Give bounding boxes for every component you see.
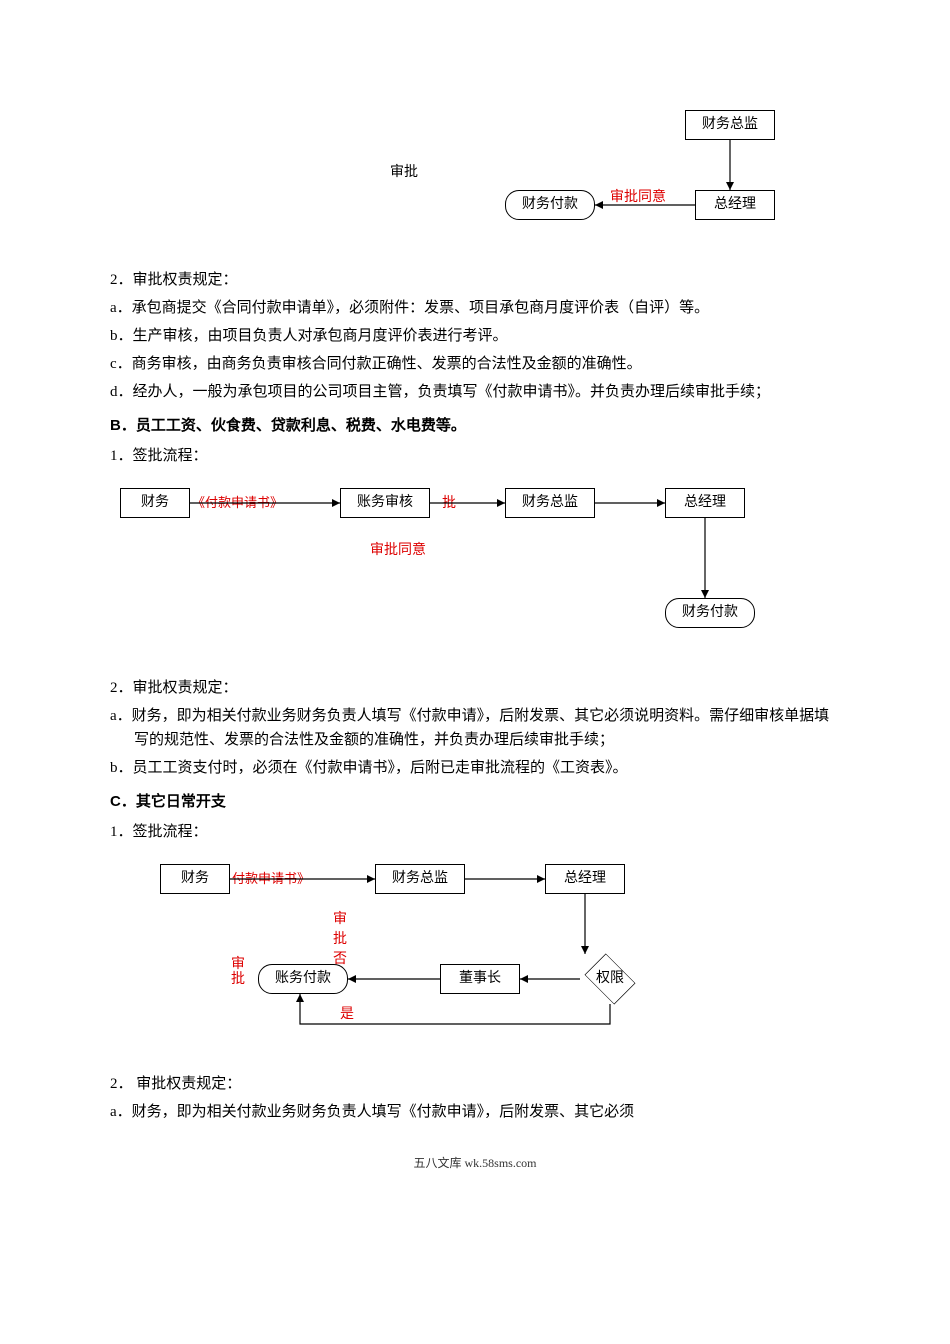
a-item-d: d．经办人，一般为承包项目的公司项目主管，负责填写《付款申请书》。并负责办理后续… xyxy=(110,380,840,404)
c-line2: 2． 审批权责规定： xyxy=(110,1072,840,1096)
section-b-heading: B．员工工资、伙食费、贷款利息、税费、水电费等。 xyxy=(110,414,840,438)
c-line1: 1．签批流程： xyxy=(110,820,840,844)
flowchart-c: 财务 付款申请书》 财务总监 总经理 审 批 否 审批 账务付款 董事长 权限 … xyxy=(150,854,840,1054)
a-item-c: c．商务审核，由商务负责审核合同付款正确性、发票的合法性及金额的准确性。 xyxy=(110,352,840,376)
flowchart-a: 审批 财务总监 总经理 财务付款 审批同意 xyxy=(110,100,840,250)
c-item-a: a．财务，即为相关付款业务财务负责人填写《付款申请》，后附发票、其它必须 xyxy=(110,1100,840,1124)
b-item-b: b．员工工资支付时，必须在《付款申请书》，后附已走审批流程的《工资表》。 xyxy=(110,756,840,780)
b-item-a: a．财务，即为相关付款业务财务负责人填写《付款申请》，后附发票、其它必须说明资料… xyxy=(110,704,840,752)
flow-b-arrows xyxy=(110,478,840,658)
a-line2: 2．审批权责规定： xyxy=(110,268,840,292)
a-item-a: a．承包商提交《合同付款申请单》，必须附件：发票、项目承包商月度评价表（自评）等… xyxy=(110,296,840,320)
b-line1: 1．签批流程： xyxy=(110,444,840,468)
a-item-b: b．生产审核，由项目负责人对承包商月度评价表进行考评。 xyxy=(110,324,840,348)
c-diamond-label: 权限 xyxy=(596,968,624,990)
page-footer: 五八文库 wk.58sms.com xyxy=(110,1154,840,1173)
section-c-heading: C．其它日常开支 xyxy=(110,790,840,814)
flowchart-b: 财务 《付款申请书》 账务审核 批 财务总监 总经理 审批同意 财务付款 xyxy=(110,478,840,658)
b-line2: 2．审批权责规定： xyxy=(110,676,840,700)
flow-c-arrows xyxy=(150,854,800,1054)
flow-a-arrows xyxy=(110,100,840,250)
